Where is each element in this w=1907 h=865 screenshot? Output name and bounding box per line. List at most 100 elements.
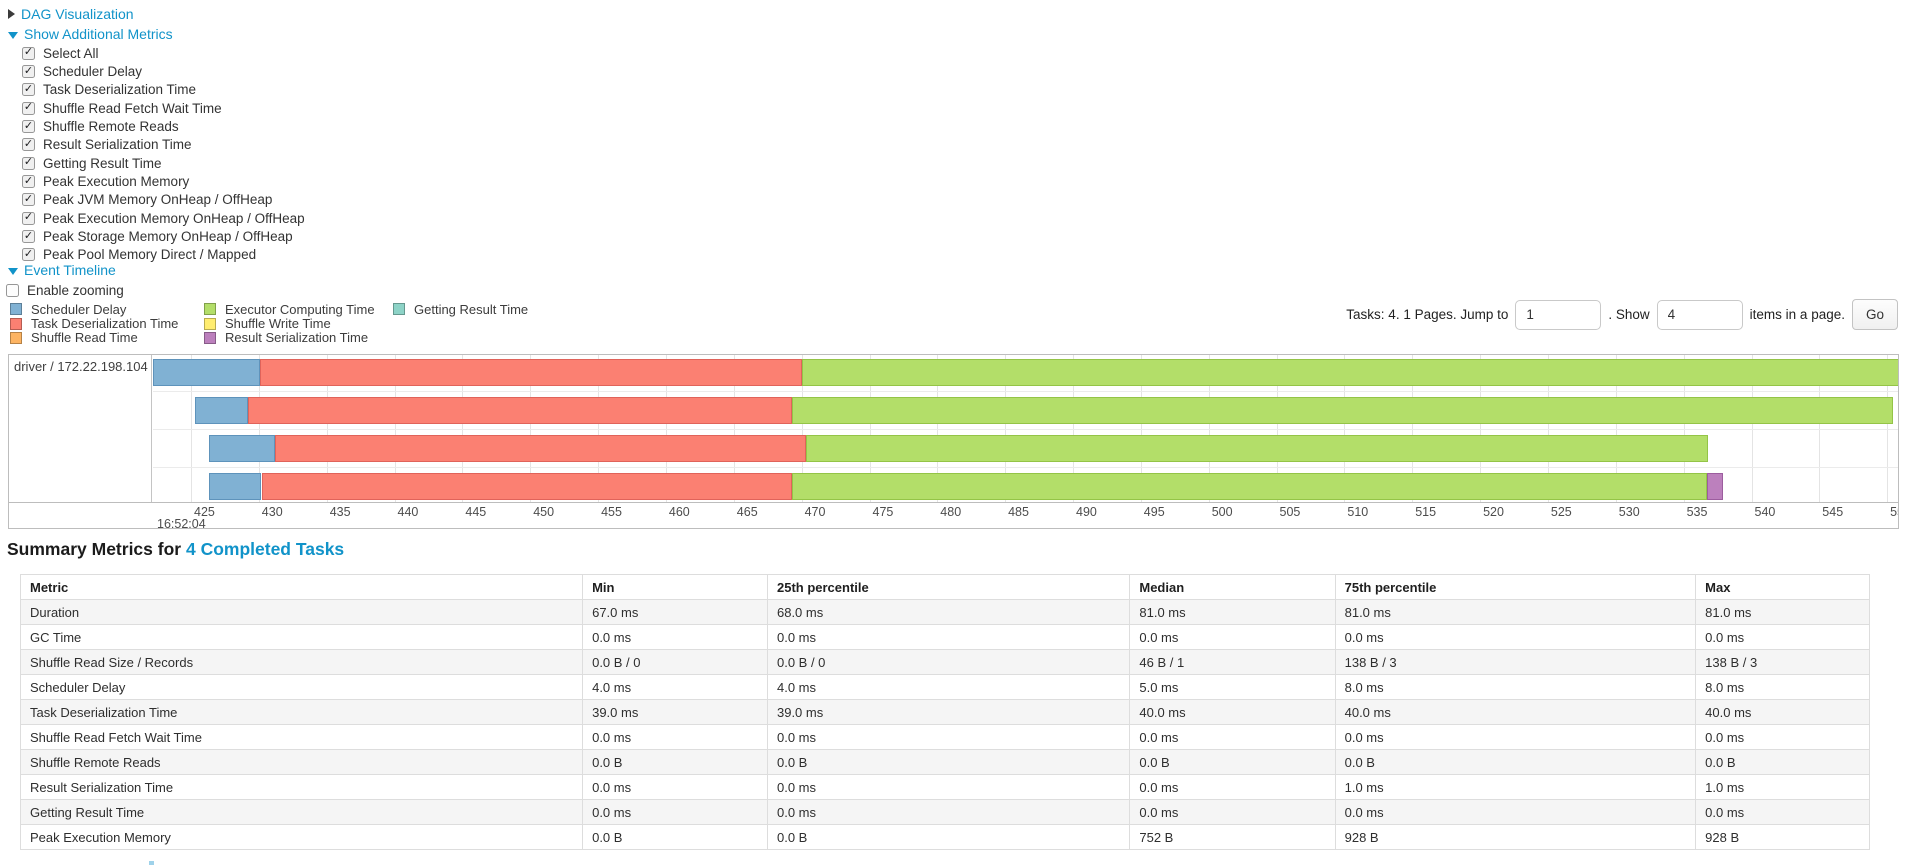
timeline-gridline xyxy=(1683,355,1685,502)
timeline-bar-segment-executor-computing[interactable] xyxy=(792,397,1893,424)
timeline-gridline xyxy=(1276,355,1278,502)
summary-metric-value: 81.0 ms xyxy=(1334,599,1697,625)
timeline-bar-segment-task-deserialization[interactable] xyxy=(248,397,793,424)
timeline-bar-segment-task-deserialization[interactable] xyxy=(275,435,806,462)
legend-column: Getting Result Time xyxy=(393,301,529,317)
jump-to-page-input[interactable] xyxy=(1515,299,1602,330)
summary-table-row: Scheduler Delay 4.0 ms 4.0 ms 5.0 ms 8.0 ms 8… xyxy=(19,674,1870,700)
metric-checkbox-row[interactable]: Peak JVM Memory OnHeap / OffHeap xyxy=(22,191,305,209)
timeline-plot-area xyxy=(153,355,1898,502)
metric-checkbox[interactable] xyxy=(22,230,35,244)
summary-metric-value: 0.0 B xyxy=(1695,749,1870,775)
summary-table-row: GC Time 0.0 ms 0.0 ms 0.0 ms 0.0 ms 0.0 ms xyxy=(19,624,1870,650)
metric-checkbox[interactable] xyxy=(22,83,35,97)
legend-column: Scheduler Delay Task Deserialization Time… xyxy=(10,302,178,345)
metric-checkbox-label: Peak Execution Memory OnHeap / OffHeap xyxy=(43,210,305,226)
dag-visualization-toggle[interactable]: DAG Visualization xyxy=(8,6,134,22)
timeline-bar-segment-executor-computing[interactable] xyxy=(805,435,1709,462)
metric-checkbox-row[interactable]: Getting Result Time xyxy=(22,154,305,172)
summary-metric-value: 0.0 ms xyxy=(766,624,1131,650)
axis-tick-label: 435 xyxy=(329,505,351,519)
axis-tick-label: 485 xyxy=(1008,505,1029,519)
items-per-page-input[interactable] xyxy=(1656,299,1743,330)
legend-label: Executor Computing Time xyxy=(225,301,375,317)
metric-checkbox-row[interactable]: Peak Execution Memory xyxy=(22,172,305,190)
timeline-row-separator xyxy=(153,391,1898,392)
metric-checkbox-row[interactable]: Task Deserialization Time xyxy=(22,81,305,99)
summary-metric-value: 81.0 ms xyxy=(1695,599,1870,625)
timeline-gridline xyxy=(258,355,260,502)
completed-tasks-link[interactable]: 4 Completed Tasks xyxy=(185,539,345,559)
legend-label: Scheduler Delay xyxy=(31,301,127,317)
timeline-bar-segment-executor-computing[interactable] xyxy=(792,473,1707,500)
metric-checkbox-label: Result Serialization Time xyxy=(43,137,192,153)
metric-checkbox[interactable] xyxy=(22,65,35,79)
timeline-gridline xyxy=(1547,355,1549,502)
metric-checkbox[interactable] xyxy=(22,46,35,60)
summary-metric-value: 8.0 ms xyxy=(1334,674,1697,700)
summary-metric-value: 928 B xyxy=(1334,824,1697,850)
summary-metric-value: 0.0 ms xyxy=(1334,799,1697,825)
metric-checkbox-row[interactable]: Shuffle Read Fetch Wait Time xyxy=(22,99,305,117)
metric-checkbox[interactable] xyxy=(22,193,35,207)
axis-tick-label: 480 xyxy=(940,505,962,519)
metric-checkbox[interactable] xyxy=(22,101,35,115)
go-button[interactable]: Go xyxy=(1851,299,1898,330)
metric-checkbox-row[interactable]: Select All xyxy=(22,44,305,62)
timeline-row-separator xyxy=(153,429,1898,430)
summary-metric-name: Result Serialization Time xyxy=(19,774,584,800)
metric-checkbox[interactable] xyxy=(22,156,35,170)
timeline-bar-segment-task-deserialization[interactable] xyxy=(261,473,793,500)
metric-checkbox-row[interactable]: Result Serialization Time xyxy=(22,136,305,154)
summary-metric-value: 0.0 B xyxy=(582,824,768,850)
metric-checkbox-row[interactable]: Peak Storage Memory OnHeap / OffHeap xyxy=(22,227,305,245)
metric-checkbox-label: Peak JVM Memory OnHeap / OffHeap xyxy=(43,192,273,208)
event-timeline-toggle[interactable]: Event Timeline xyxy=(8,262,116,278)
axis-tick-label: 440 xyxy=(397,505,419,519)
show-additional-metrics-link[interactable]: Show Additional Metrics xyxy=(24,26,173,42)
metric-checkbox[interactable] xyxy=(22,175,35,189)
legend-label: Shuffle Write Time xyxy=(225,316,331,332)
timeline-bar-segment-result-serialization[interactable] xyxy=(1706,473,1723,500)
metric-checkbox[interactable] xyxy=(22,211,35,225)
show-additional-metrics-toggle[interactable]: Show Additional Metrics xyxy=(8,26,173,42)
metric-checkbox[interactable] xyxy=(22,120,35,134)
timeline-bar-segment-task-deserialization[interactable] xyxy=(260,359,802,386)
metric-checkbox[interactable] xyxy=(22,138,35,152)
legend-swatch-shuffle-read xyxy=(10,331,22,344)
timeline-bar-segment-scheduler-delay[interactable] xyxy=(153,359,261,386)
legend-swatch-shuffle-write xyxy=(204,317,216,330)
dag-visualization-link[interactable]: DAG Visualization xyxy=(21,6,134,22)
timeline-bar-segment-executor-computing[interactable] xyxy=(801,359,1898,386)
metric-checkbox[interactable] xyxy=(22,248,35,262)
legend-label: Getting Result Time xyxy=(414,301,529,317)
summary-metrics-title: Summary Metrics for 4 Completed Tasks xyxy=(7,539,344,560)
metric-checkbox-row[interactable]: Shuffle Remote Reads xyxy=(22,117,305,135)
summary-metric-name: GC Time xyxy=(19,624,584,650)
event-timeline-link[interactable]: Event Timeline xyxy=(24,262,116,278)
summary-metric-value: 0.0 ms xyxy=(582,774,768,800)
metric-checkbox-row[interactable]: Scheduler Delay xyxy=(22,62,305,80)
summary-metric-value: 0.0 ms xyxy=(1129,799,1336,825)
enable-zooming-checkbox[interactable] xyxy=(6,283,19,297)
legend-item-shuffle-write: Shuffle Write Time xyxy=(204,316,375,332)
timeline-bar-segment-scheduler-delay[interactable] xyxy=(208,473,262,500)
axis-tick-label: 445 xyxy=(465,505,487,519)
legend-item-executor-computing: Executor Computing Time xyxy=(204,301,375,317)
timeline-gridline xyxy=(801,355,803,502)
axis-tick-label: 460 xyxy=(668,505,690,519)
summary-metric-value: 0.0 ms xyxy=(1129,624,1336,650)
timeline-bar-segment-scheduler-delay[interactable] xyxy=(195,397,248,424)
task-pagination: Tasks: 4. 1 Pages. Jump to . Show items … xyxy=(1346,298,1898,331)
enable-zooming-row[interactable]: Enable zooming xyxy=(6,281,124,299)
metric-checkbox-row[interactable]: Peak Pool Memory Direct / Mapped xyxy=(22,246,305,264)
metric-checkbox-row[interactable]: Peak Execution Memory OnHeap / OffHeap xyxy=(22,209,305,227)
enable-zooming-label: Enable zooming xyxy=(27,282,124,298)
axis-tick-label: 465 xyxy=(736,505,758,519)
summary-metric-name: Scheduler Delay xyxy=(19,674,584,700)
summary-metric-value: 40.0 ms xyxy=(1334,699,1697,725)
summary-table-row: Peak Execution Memory 0.0 B 0.0 B 752 B 928 … xyxy=(19,824,1870,850)
timeline-bar-segment-scheduler-delay[interactable] xyxy=(208,435,276,462)
summary-metric-name: Task Deserialization Time xyxy=(19,699,584,725)
axis-tick-label: 450 xyxy=(533,505,555,519)
